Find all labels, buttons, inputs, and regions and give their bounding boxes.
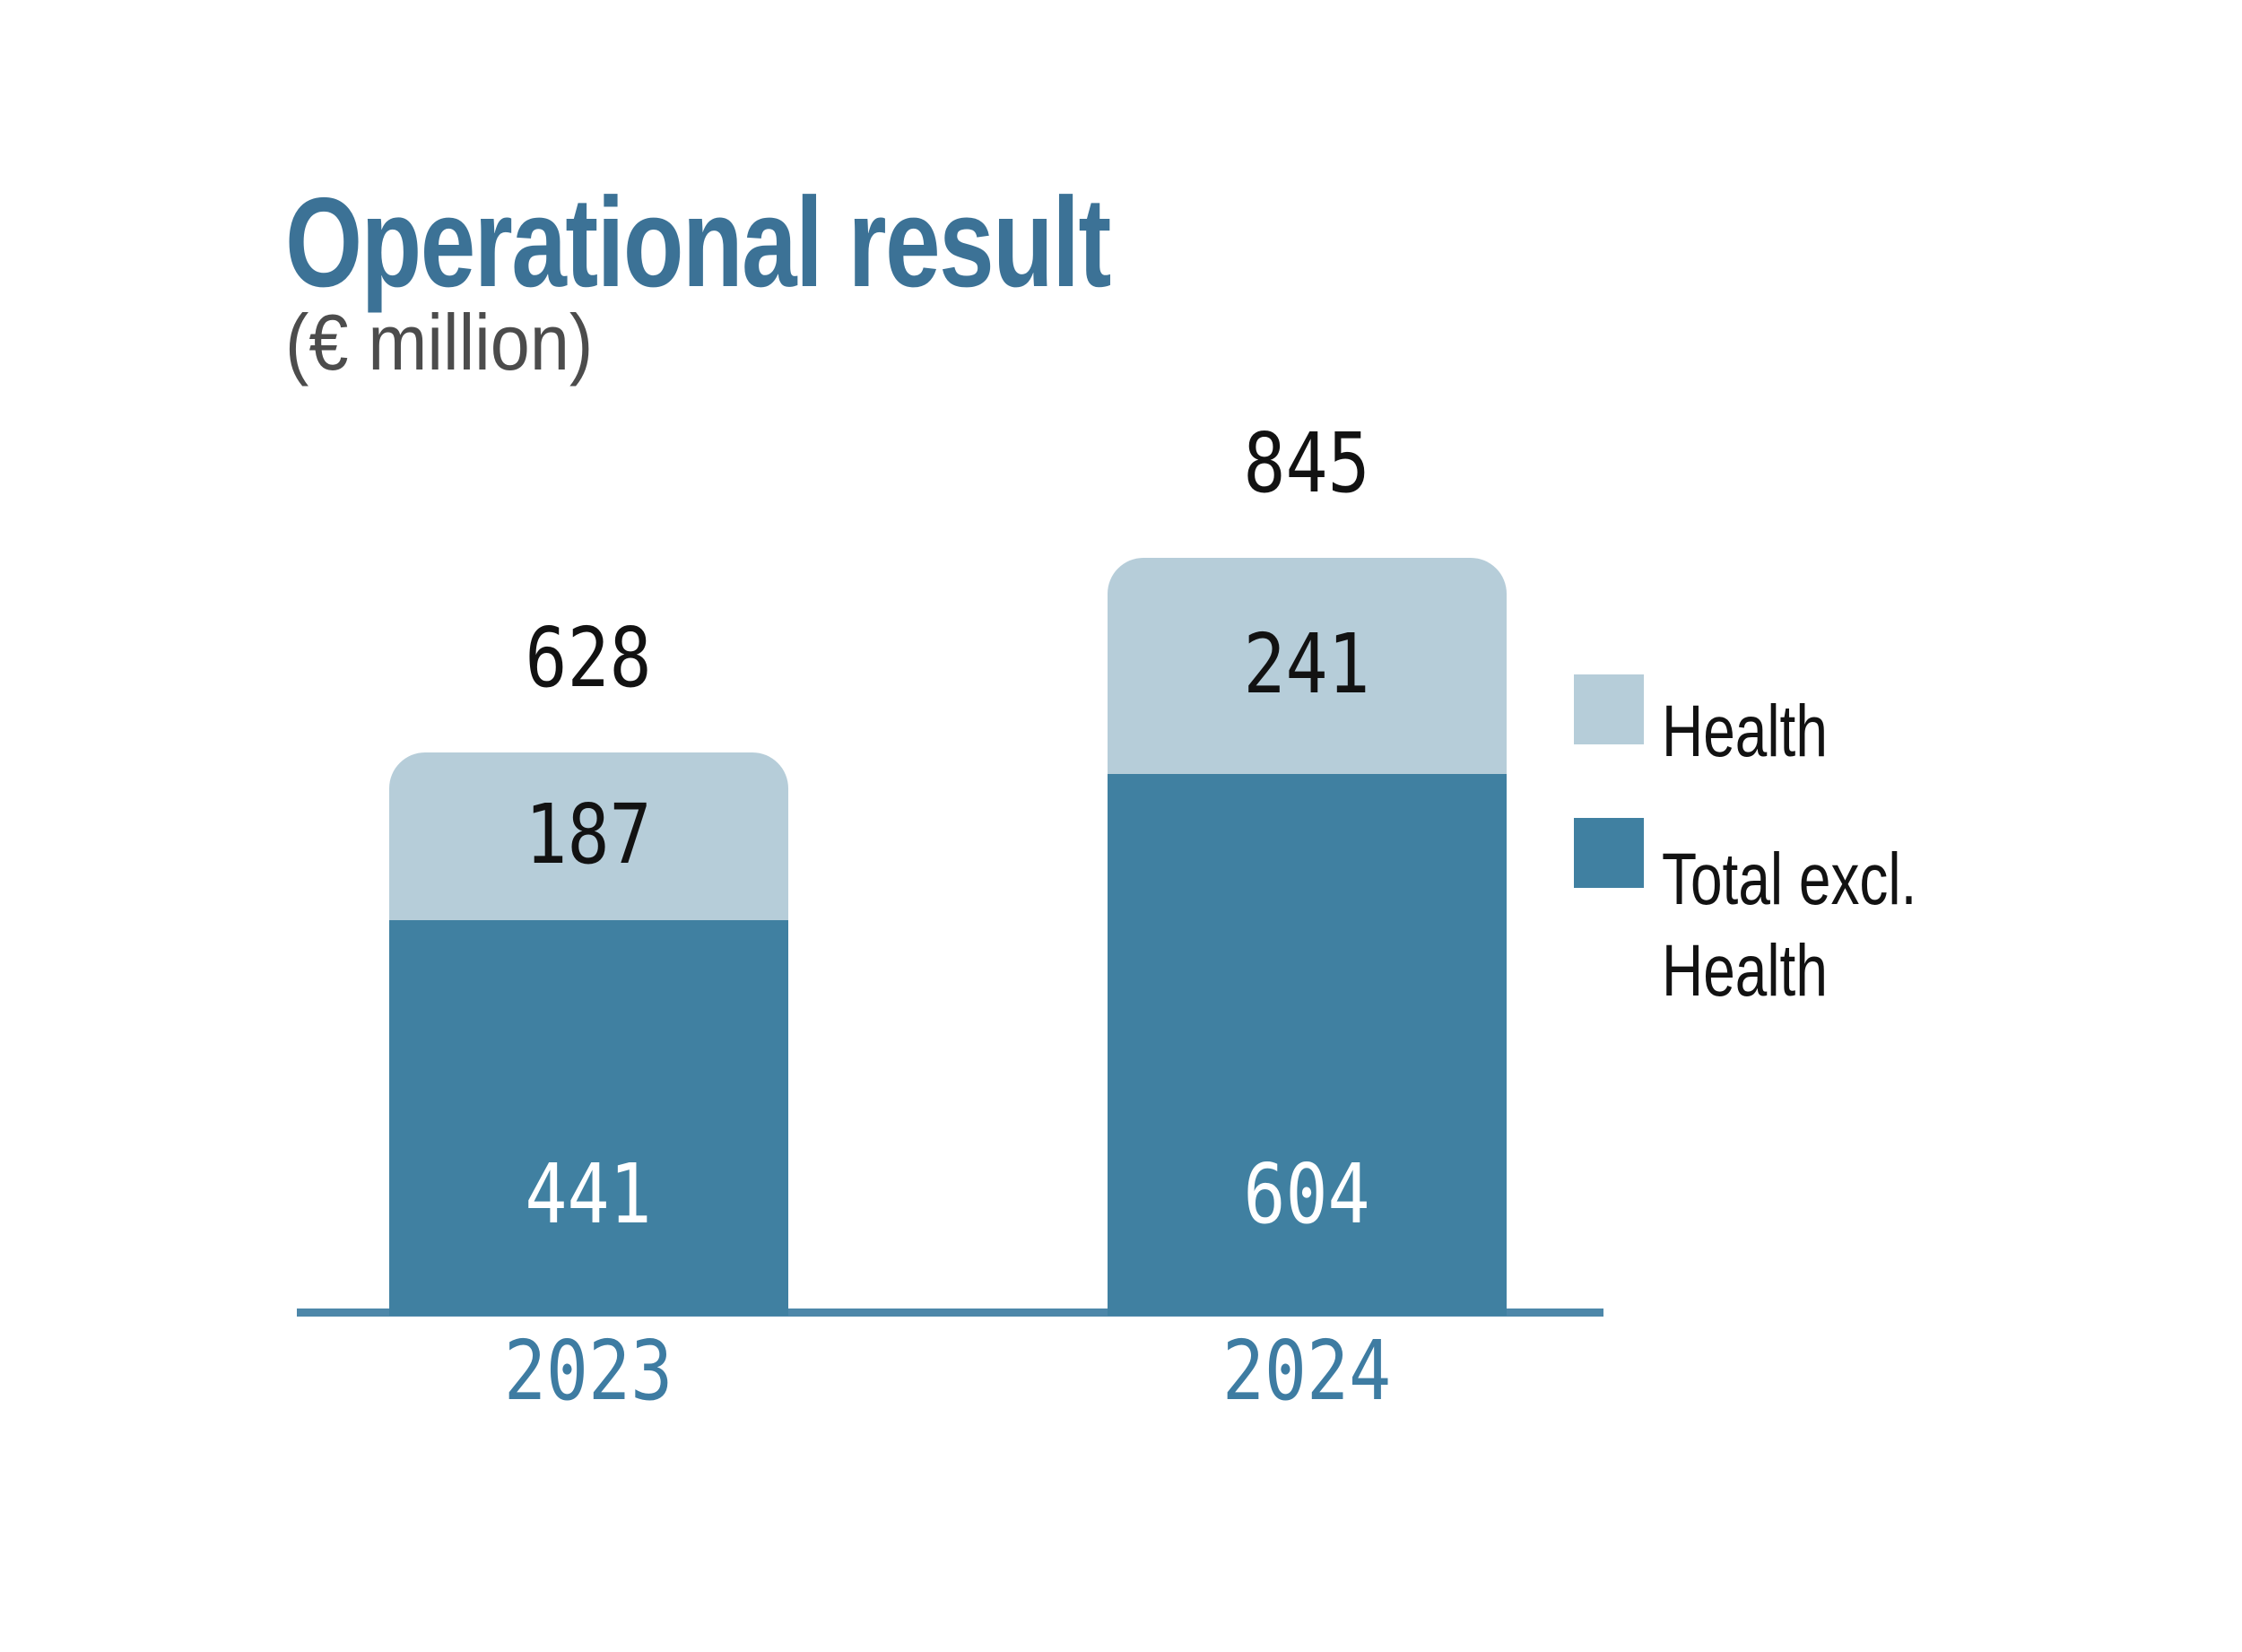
total-value-label-2023: 628	[525, 610, 652, 706]
x-axis-line	[297, 1309, 1603, 1317]
total-excl-health-value-label-2023: 441	[525, 1146, 652, 1242]
legend-label-health: Health	[1662, 691, 1828, 772]
total-value-label-2024: 845	[1243, 415, 1370, 511]
health-value-label-2023: 187	[525, 786, 652, 883]
category-label-2024: 2024	[1221, 1323, 1392, 1419]
legend-swatch-health	[1574, 674, 1644, 744]
bar-2023	[389, 752, 788, 1316]
legend-label-total-excl-health: Total excl. Health	[1662, 839, 1917, 1012]
total-excl-health-value-label-2024: 604	[1243, 1146, 1370, 1242]
category-label-2023: 2023	[503, 1323, 673, 1419]
legend-swatch-total-excl-health	[1574, 818, 1644, 888]
bar-2023-total-excl-health-segment	[389, 920, 788, 1316]
bar-2024-total-excl-health-segment	[1108, 774, 1507, 1316]
chart-subtitle: (€ million)	[285, 298, 594, 387]
bar-2024-health-segment	[1108, 558, 1507, 774]
chart-title: Operational result	[285, 171, 1111, 314]
bar-2024	[1108, 558, 1507, 1316]
bar-2023-health-segment	[389, 752, 788, 920]
health-value-label-2024: 241	[1243, 615, 1370, 712]
